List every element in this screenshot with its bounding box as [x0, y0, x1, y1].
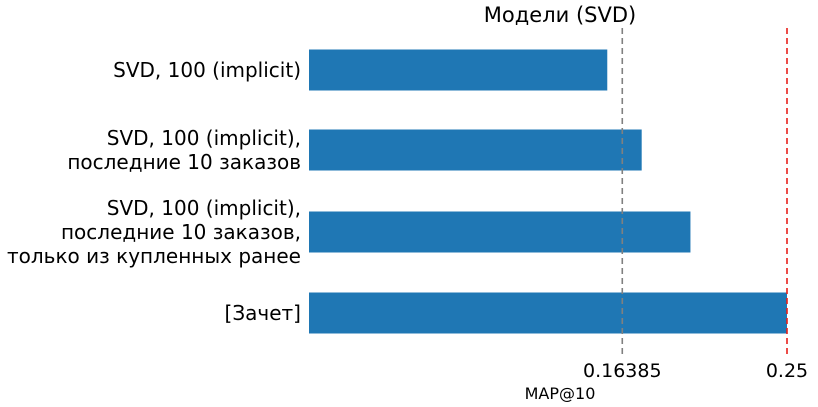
category-label-line: только из купленных ранее [7, 244, 301, 268]
bar-3 [309, 211, 691, 253]
chart-title: Модели (SVD) [484, 3, 636, 27]
category-labels-group: SVD, 100 (implicit)SVD, 100 (implicit), п… [7, 58, 301, 325]
bar-1 [309, 49, 608, 91]
reference-lines-group [621, 28, 788, 355]
bar-4 [309, 292, 787, 334]
category-label-line: SVD, 100 (implicit), [107, 196, 301, 220]
x-tick-labels-group: 0.16385 0.25 [583, 360, 808, 382]
category-label-line: последние 10 заказов, [61, 220, 301, 244]
category-label-line: последние 10 заказов [67, 150, 301, 174]
category-label-1: SVD, 100 (implicit) [113, 58, 301, 82]
category-label-4: [Зачет] [225, 301, 301, 325]
category-label-line: SVD, 100 (implicit), [107, 126, 301, 150]
category-label-3: SVD, 100 (implicit), последние 10 заказов… [7, 196, 301, 268]
category-label-line: SVD, 100 (implicit) [113, 58, 301, 82]
x-tick-label-2: 0.25 [766, 360, 808, 382]
category-label-2: SVD, 100 (implicit), последние 10 заказов [67, 126, 301, 174]
category-label-line: [Зачет] [225, 301, 301, 325]
bars-group [309, 49, 787, 334]
x-axis-label: MAP@10 [525, 384, 596, 403]
x-tick-label-1: 0.16385 [583, 360, 662, 382]
bar-2 [309, 129, 642, 171]
